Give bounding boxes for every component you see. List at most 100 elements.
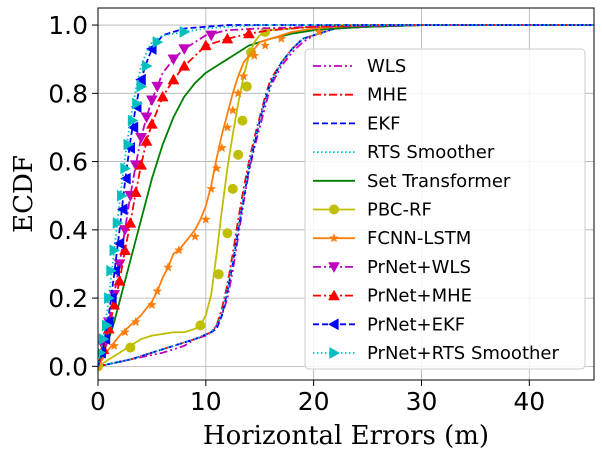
y-axis-label: ECDF bbox=[9, 155, 39, 233]
data-point bbox=[109, 244, 121, 257]
data-point bbox=[104, 292, 115, 305]
legend-label: PrNet+MHE bbox=[367, 286, 472, 307]
data-point bbox=[243, 27, 255, 39]
axis-ticks: 0 10 20 30 40 0.0 0.2 0.4 0.6 0.8 1.0 bbox=[48, 11, 545, 416]
y-tick-label: 0.2 bbox=[48, 284, 88, 313]
legend-swatch-marker bbox=[328, 289, 340, 301]
legend-swatch-marker bbox=[329, 232, 339, 243]
legend-swatch-marker bbox=[329, 347, 341, 359]
data-point bbox=[120, 172, 131, 185]
data-point bbox=[213, 269, 224, 280]
series-line bbox=[98, 24, 594, 367]
data-point bbox=[113, 275, 126, 286]
legend-item: PrNet+MHE bbox=[313, 286, 472, 307]
legend-label: MHE bbox=[367, 85, 407, 106]
data-point bbox=[205, 30, 218, 42]
legend-item: EKF bbox=[313, 113, 401, 134]
legend-label: PBC-RF bbox=[367, 200, 432, 221]
data-point bbox=[98, 361, 103, 371]
data-point bbox=[190, 231, 200, 241]
legend-label: PrNet+WLS bbox=[367, 257, 471, 278]
data-point bbox=[221, 32, 234, 44]
data-point bbox=[152, 36, 164, 49]
legend-box bbox=[304, 48, 586, 370]
data-point bbox=[167, 73, 180, 85]
data-point bbox=[152, 286, 163, 296]
data-point bbox=[178, 60, 191, 71]
legend-label: PrNet+RTS Smoother bbox=[367, 343, 559, 364]
data-point bbox=[217, 142, 227, 153]
data-point bbox=[124, 216, 137, 228]
series-prnet-mhe bbox=[98, 24, 594, 367]
data-point bbox=[119, 244, 131, 255]
legend-label: RTS Smoother bbox=[367, 142, 495, 163]
data-point bbox=[276, 33, 287, 43]
data-point bbox=[145, 118, 158, 129]
data-point bbox=[98, 348, 107, 358]
x-tick-label: 30 bbox=[406, 387, 438, 416]
data-point bbox=[98, 333, 110, 345]
y-tick-label: 0.4 bbox=[48, 216, 88, 245]
legend: WLS MHE EKF RTS Smoother Set Transformer PBC-… bbox=[304, 48, 586, 370]
data-point bbox=[130, 316, 141, 327]
data-point bbox=[146, 299, 157, 310]
data-point bbox=[101, 319, 113, 332]
legend-item: RTS Smoother bbox=[313, 142, 495, 163]
legend-item: FCNN-LSTM bbox=[313, 228, 471, 249]
series-line bbox=[98, 24, 594, 367]
x-axis-label: Horizontal Errors (m) bbox=[203, 421, 489, 451]
legend-item: PrNet+RTS Smoother bbox=[313, 343, 559, 364]
y-tick-label: 0.6 bbox=[48, 148, 88, 177]
data-point bbox=[233, 149, 244, 160]
data-point bbox=[206, 183, 217, 194]
data-point bbox=[227, 105, 238, 115]
data-point bbox=[113, 237, 125, 250]
data-point bbox=[199, 39, 212, 51]
series-layer bbox=[98, 24, 594, 372]
y-tick-label: 0.0 bbox=[48, 352, 88, 381]
data-point bbox=[179, 25, 191, 38]
data-point bbox=[145, 95, 158, 107]
legend-item: MHE bbox=[313, 85, 407, 106]
series-line bbox=[98, 24, 594, 368]
data-point bbox=[117, 189, 128, 202]
series-prnet-rts-smoother bbox=[98, 24, 594, 367]
legend-swatch-marker bbox=[329, 204, 339, 215]
data-point bbox=[233, 88, 244, 98]
data-point bbox=[109, 340, 120, 351]
data-point bbox=[106, 264, 117, 277]
data-point bbox=[222, 122, 233, 132]
data-point bbox=[112, 217, 124, 229]
y-tick-label: 1.0 bbox=[48, 11, 88, 40]
data-point bbox=[211, 163, 222, 173]
data-point bbox=[120, 327, 130, 337]
data-point bbox=[151, 81, 164, 93]
data-point bbox=[314, 26, 324, 37]
data-point bbox=[135, 73, 146, 86]
data-point bbox=[195, 320, 206, 331]
legend-item: Set Transformer bbox=[313, 171, 511, 192]
series-fcnn-lstm bbox=[98, 24, 594, 371]
x-tick-label: 20 bbox=[298, 387, 330, 416]
data-point bbox=[135, 158, 148, 170]
data-point bbox=[227, 183, 238, 194]
data-point bbox=[167, 54, 180, 66]
data-point bbox=[132, 97, 143, 110]
series-line bbox=[98, 24, 594, 367]
data-point bbox=[125, 342, 136, 353]
data-point bbox=[108, 298, 121, 310]
data-point bbox=[173, 245, 184, 255]
data-point bbox=[141, 60, 153, 72]
data-point bbox=[127, 121, 139, 134]
data-point bbox=[140, 112, 153, 124]
series-ekf bbox=[98, 24, 594, 368]
y-tick-label: 0.8 bbox=[48, 79, 88, 108]
legend-label: Set Transformer bbox=[367, 171, 511, 192]
data-point bbox=[163, 262, 174, 272]
data-point bbox=[249, 50, 260, 60]
legend-label: EKF bbox=[367, 113, 401, 134]
x-tick-label: 0 bbox=[90, 387, 106, 416]
data-point bbox=[178, 44, 191, 55]
data-point bbox=[127, 114, 139, 127]
